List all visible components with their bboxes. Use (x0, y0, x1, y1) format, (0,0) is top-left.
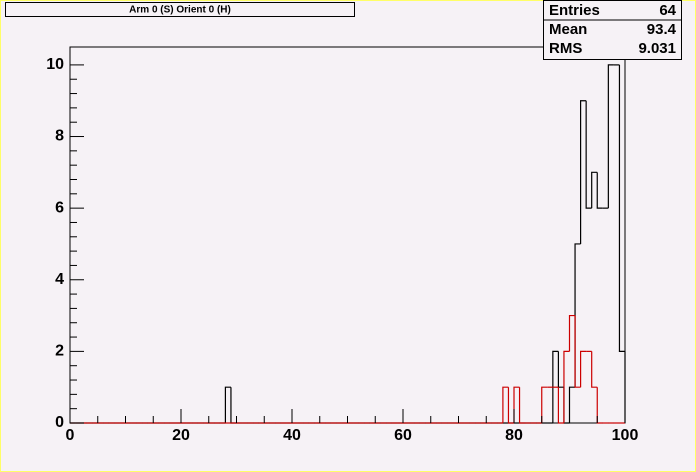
x-tick-label: 0 (66, 427, 75, 444)
y-tick-label: 4 (55, 271, 64, 288)
x-tick-label: 80 (505, 427, 523, 444)
histogram-bin (552, 350, 559, 423)
histogram-bin (568, 314, 576, 352)
histogram-bin (585, 100, 592, 209)
y-tick-label: 6 (55, 199, 64, 216)
x-tick-label: 40 (283, 427, 301, 444)
x-tick-label: 60 (394, 427, 412, 444)
y-tick-label: 8 (55, 128, 64, 145)
histogram-bin (557, 387, 564, 424)
title-box (5, 2, 355, 17)
plot (70, 64, 626, 424)
y-tick-label: 0 (55, 414, 64, 431)
histogram-bin (580, 100, 587, 244)
histogram-bin (502, 386, 509, 423)
x-tick-label: 100 (612, 427, 639, 444)
histogram-bin (563, 350, 570, 423)
stat-label: Mean (549, 21, 587, 38)
stat-value: 9.031 (638, 40, 676, 57)
histogram-bin (580, 350, 587, 388)
y-tick-label: 2 (55, 343, 64, 360)
histogram-bin (618, 64, 625, 352)
histogram-bin (591, 171, 598, 209)
x-tick-label: 20 (172, 427, 190, 444)
histogram-bin (224, 386, 231, 423)
histogram-bin (574, 315, 581, 388)
histogram-bin (596, 172, 603, 209)
histogram-bin (518, 387, 526, 424)
stats-box (543, 0, 682, 60)
y-tick-label: 10 (46, 56, 64, 73)
stat-value: 93.4 (647, 21, 677, 38)
histogram-bin (568, 386, 576, 423)
histogram-bin (607, 64, 614, 209)
chart-title: Arm 0 (S) Orient 0 (H) (129, 5, 231, 16)
histogram-bin (541, 386, 548, 423)
histogram-bin (507, 387, 514, 424)
stat-label: RMS (549, 40, 582, 57)
stat-value: 64 (659, 2, 676, 19)
stat-label: Entries (549, 2, 600, 19)
histogram-bin (591, 351, 598, 388)
